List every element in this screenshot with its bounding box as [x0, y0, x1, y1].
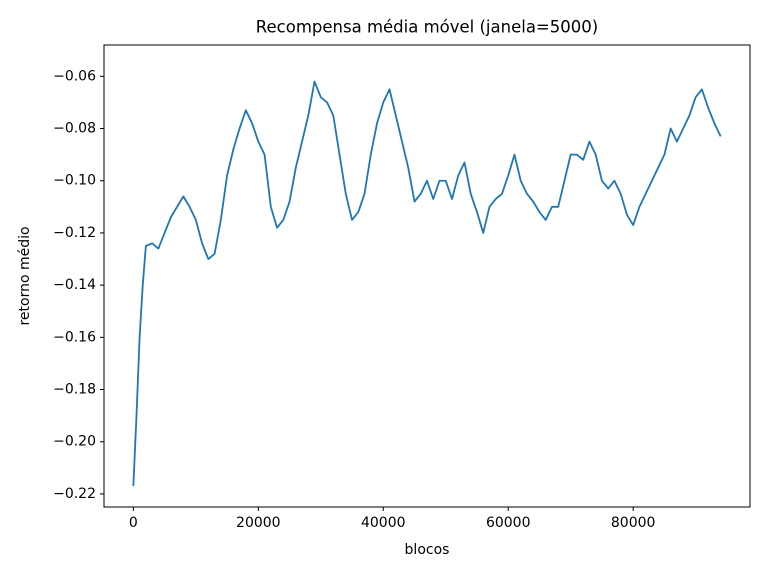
x-tick-label: 20000 [236, 515, 281, 531]
data-line [132, 80, 722, 487]
y-axis-label: retorno médio [17, 226, 33, 325]
chart-title: Recompensa média móvel (janela=5000) [256, 18, 598, 37]
y-tick-label: −0.06 [53, 68, 96, 84]
y-tick-label: −0.14 [53, 277, 96, 293]
y-tick-label: −0.18 [53, 382, 96, 398]
y-tick-label: −0.20 [53, 434, 96, 450]
x-tick-label: 60000 [486, 515, 531, 531]
y-tick-label: −0.22 [53, 486, 96, 502]
x-tick-label: 0 [129, 515, 138, 531]
y-tick-label: −0.16 [53, 329, 96, 345]
x-tick-label: 40000 [361, 515, 406, 531]
y-tick-label: −0.12 [53, 225, 96, 241]
y-tick-label: −0.10 [53, 173, 96, 189]
x-axis-label: blocos [405, 542, 450, 558]
plot-frame [103, 44, 751, 508]
y-tick-label: −0.08 [53, 121, 96, 137]
x-tick-label: 80000 [611, 515, 656, 531]
